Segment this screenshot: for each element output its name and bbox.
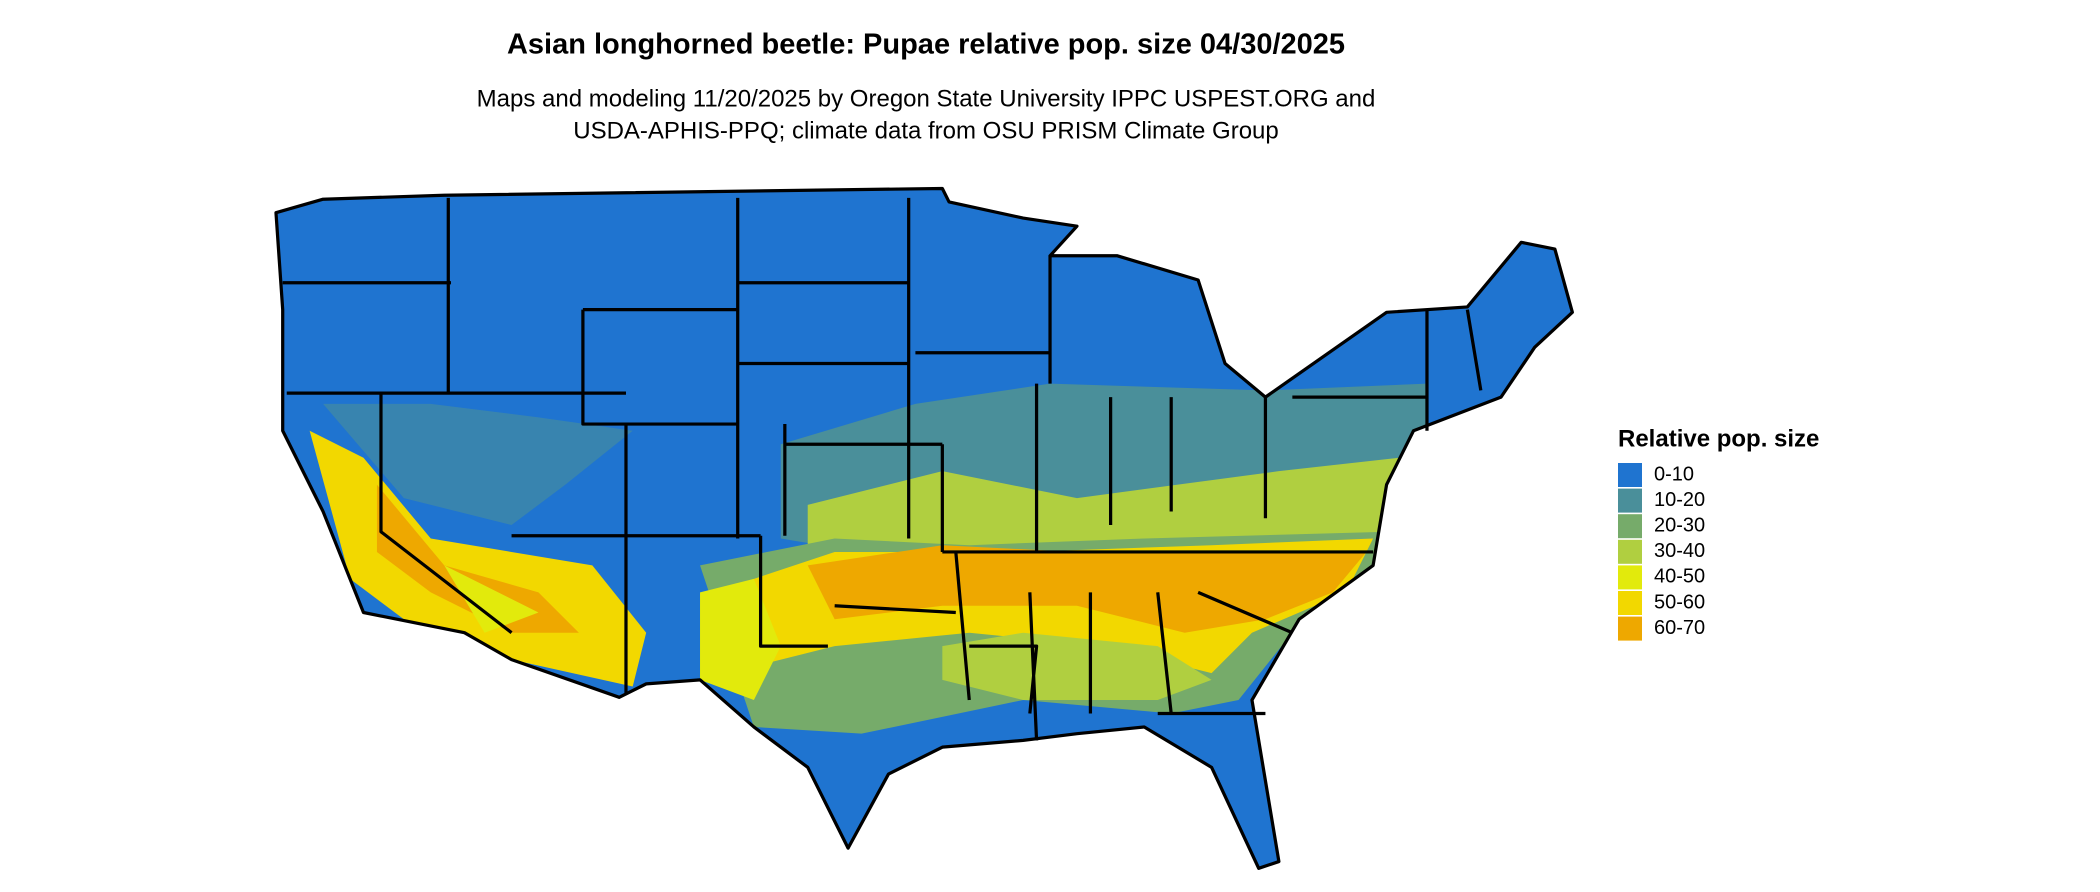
legend-swatch (1618, 616, 1642, 641)
map-fill (275, 188, 1573, 869)
legend-label: 50-60 (1654, 591, 1705, 613)
legend-label: 10-20 (1654, 489, 1705, 511)
map-title: Asian longhorned beetle: Pupae relative … (507, 29, 1345, 61)
legend-swatch (1618, 488, 1642, 513)
legend: Relative pop. size 0-10 10-20 20-30 30-40 40… (1618, 425, 1819, 641)
legend-label: 40-50 (1654, 566, 1705, 588)
legend-label: 0-10 (1654, 463, 1694, 485)
legend-swatch (1618, 591, 1642, 615)
subtitle-line: Maps and modeling 11/20/2025 by Oregon S… (477, 85, 1376, 112)
legend-label: 30-40 (1654, 540, 1705, 562)
legend-label: 60-70 (1654, 617, 1705, 639)
subtitle-line: USDA-APHIS-PPQ; climate data from OSU PR… (573, 117, 1279, 144)
legend-swatch (1618, 539, 1642, 564)
state-borders (282, 197, 1483, 741)
outline (274, 186, 1574, 870)
legend-swatch (1618, 565, 1642, 590)
legend-swatch (1618, 514, 1642, 539)
legend-label: 20-30 (1654, 514, 1705, 536)
map (274, 186, 1574, 870)
legend-title: Relative pop. size (1618, 425, 1819, 452)
legend-swatch (1618, 463, 1642, 487)
